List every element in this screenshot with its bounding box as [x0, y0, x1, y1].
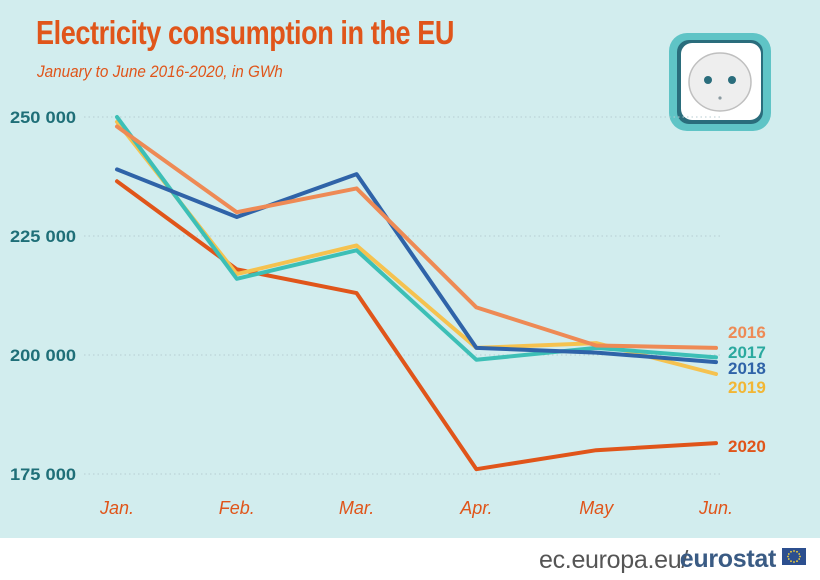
- footer-site-url[interactable]: ec.europa.eu/: [539, 546, 688, 574]
- series-lines: [115, 115, 718, 472]
- line-chart: 175 000 200 000 225 000 250 000 Jan. Feb. Mar…: [10, 108, 766, 518]
- chart-title: Electricity consumption in the EU: [36, 14, 454, 51]
- power-socket-icon: [669, 33, 771, 131]
- series-label-2020: 2020: [728, 437, 766, 456]
- y-tick-label: 175 000: [10, 465, 76, 484]
- series-line-2016: [115, 124, 718, 350]
- x-tick-label: Feb.: [219, 498, 255, 518]
- x-tick-label: Jan.: [99, 498, 134, 518]
- x-tick-label: Jun.: [698, 498, 733, 518]
- eurostat-logo-text[interactable]: eurostat: [679, 545, 777, 573]
- y-tick-label: 225 000: [10, 227, 76, 246]
- series-label-2018: 2018: [728, 359, 766, 378]
- series-label-2019: 2019: [728, 378, 766, 397]
- x-tick-label: May: [579, 498, 614, 518]
- y-axis-ticks: 175 000 200 000 225 000 250 000: [10, 108, 76, 484]
- series-label-2016: 2016: [728, 323, 766, 342]
- x-tick-label: Mar.: [339, 498, 374, 518]
- x-tick-label: Apr.: [459, 498, 492, 518]
- series-line-2017: [115, 115, 718, 362]
- eu-flag-icon: [782, 548, 806, 565]
- y-tick-label: 250 000: [10, 108, 76, 127]
- x-axis-ticks: Jan. Feb. Mar. Apr. May Jun.: [99, 498, 733, 518]
- series-line-2020: [115, 179, 718, 472]
- footer: ec.europa.eu/ eurostat: [0, 538, 820, 580]
- y-tick-label: 200 000: [10, 346, 76, 365]
- series-line-2018: [115, 167, 718, 365]
- chart-subtitle: January to June 2016-2020, in GWh: [37, 62, 283, 81]
- series-label-2017: 2017: [728, 343, 766, 362]
